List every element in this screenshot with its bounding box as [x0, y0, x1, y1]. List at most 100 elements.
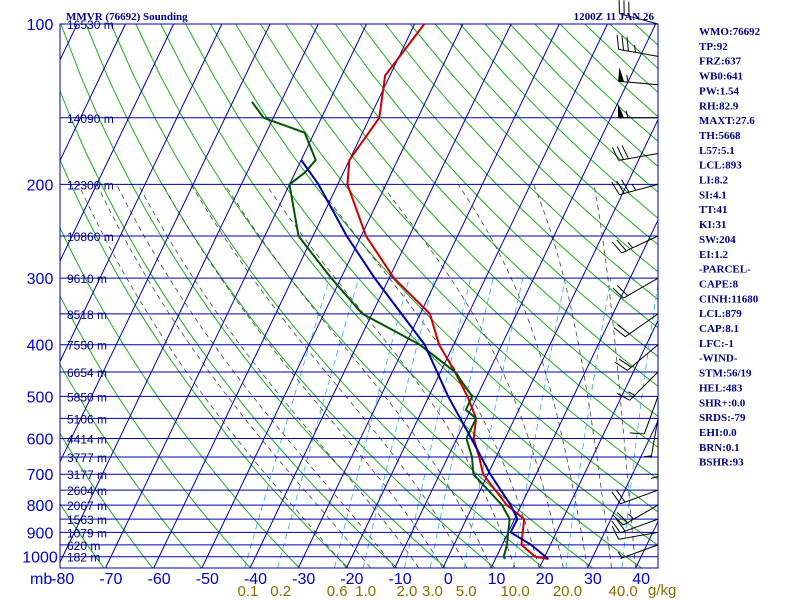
dry-adiabat [210, 23, 658, 513]
wind-barb [611, 179, 659, 196]
temperature-tick-label: 0 [444, 571, 453, 588]
pressure-tick-label: 600 [27, 432, 54, 449]
index-line: WMO:76692 [699, 26, 761, 38]
height-label: 6654 m [67, 366, 107, 380]
moist-adiabat [224, 184, 492, 568]
wind-barb [644, 418, 659, 458]
valid-time: 1200Z 11 JAN 26 [574, 11, 655, 23]
mixing-ratio-line [429, 278, 494, 568]
height-label: 8518 m [67, 308, 107, 322]
pressure-unit-label: mb [30, 571, 52, 588]
wind-barb [612, 504, 659, 526]
wind-barb [615, 344, 659, 371]
pressure-tick-label: 900 [27, 525, 54, 542]
wind-barb [611, 489, 659, 505]
height-label: 7550 m [67, 339, 107, 353]
pressure-tick-label: 100 [27, 17, 54, 34]
height-label: 182 m [67, 551, 100, 565]
dry-adiabat [559, 23, 658, 118]
index-line: BSHR:93 [699, 457, 744, 469]
temperature-tick-label: -20 [340, 571, 363, 588]
moist-adiabat [316, 184, 540, 568]
temperature-tick-label: -10 [389, 571, 412, 588]
temperature-tick-label: 10 [488, 571, 506, 588]
index-line: EI:1.2 [699, 249, 729, 261]
temperature-tick-label: -40 [244, 571, 267, 588]
height-label: 620 m [67, 539, 100, 553]
index-line: HEL:483 [699, 382, 743, 394]
mixing-ratio-line [404, 278, 472, 568]
pressure-tick-label: 500 [27, 389, 54, 406]
index-line: PW:1.54 [699, 85, 740, 97]
mixing-ratio-line [621, 281, 658, 568]
isotherm [153, 23, 416, 568]
pressure-tick-label: 1000 [22, 550, 58, 567]
index-line: -WIND- [699, 353, 738, 365]
dry-adiabat [60, 158, 349, 568]
height-label: 2604 m [67, 484, 107, 498]
mixing-ratio-tick-label: 2.0 [397, 583, 418, 600]
height-label: 12300 m [67, 178, 114, 192]
moist-adiabat [116, 184, 396, 568]
wind-barb [611, 235, 659, 254]
dry-adiabat [185, 23, 658, 546]
dry-adiabat [60, 363, 202, 568]
wind-barb [629, 396, 659, 435]
moist-adiabat [162, 184, 444, 568]
dry-adiabat [60, 226, 300, 568]
height-label: 9610 m [67, 272, 107, 286]
height-label: 14090 m [67, 112, 114, 126]
isotherm [0, 24, 29, 568]
mixing-ratio-line [277, 278, 360, 568]
dry-adiabat [309, 23, 658, 387]
index-line: SHR+:0.0 [699, 397, 746, 409]
wind-barb [611, 518, 659, 534]
dry-adiabat [359, 23, 658, 329]
dry-adiabat [60, 502, 105, 568]
index-line: CAP:8.1 [699, 323, 739, 335]
mixing-ratio-line [512, 278, 566, 568]
wind-barb [650, 438, 659, 480]
height-label: 3777 m [67, 451, 107, 465]
moist-adiabat [533, 184, 612, 568]
temperature-curve [346, 23, 549, 560]
index-line: STM:56/19 [699, 368, 752, 380]
height-label: 5850 m [67, 390, 107, 404]
wind-barb [611, 525, 659, 540]
isotherm [249, 23, 512, 568]
height-label: 1563 m [67, 513, 107, 527]
index-line: BRN:0.1 [699, 442, 740, 454]
dry-adiabat [60, 294, 251, 568]
index-line: EHI:0.0 [699, 427, 737, 439]
pressure-tick-label: 800 [27, 498, 54, 515]
temperature-tick-label: 30 [584, 571, 602, 588]
index-line: L57:5.1 [699, 145, 735, 157]
isotherm [201, 23, 464, 568]
moist-adiabat [96, 184, 371, 568]
diagram-grid [0, 23, 659, 569]
temperature-tick-label: -80 [51, 571, 74, 588]
index-line: LFC:-1 [699, 338, 734, 350]
temperature-tick-label: 40 [632, 571, 650, 588]
wind-barb [611, 145, 659, 161]
index-line: LCL:879 [699, 308, 742, 320]
mixing-ratio-tick-label: 0.2 [270, 583, 291, 600]
mixing-ratio-tick-label: 5.0 [456, 583, 477, 600]
mixing-ratio-line [463, 278, 524, 568]
isotherm [105, 23, 367, 568]
mixing-ratio-unit-label: g/kg [648, 582, 676, 599]
index-line: TT:41 [699, 204, 728, 216]
height-label: 4414 m [67, 433, 107, 447]
isotherm [442, 118, 658, 568]
height-label: 10860 m [67, 230, 114, 244]
dry-adiabat [260, 23, 658, 449]
moist-adiabat [78, 184, 347, 568]
temperature-tick-label: -70 [99, 571, 122, 588]
index-line: KI:31 [699, 219, 727, 231]
stability-indices: WMO:76692 TP:92 FRZ:637 WB0:641 PW:1.54 RH:82… [699, 26, 761, 469]
moist-adiabat [593, 184, 637, 568]
mixing-ratio-tick-label: 20.0 [553, 583, 582, 600]
dry-adiabat [235, 23, 658, 480]
isotherm [346, 23, 608, 568]
